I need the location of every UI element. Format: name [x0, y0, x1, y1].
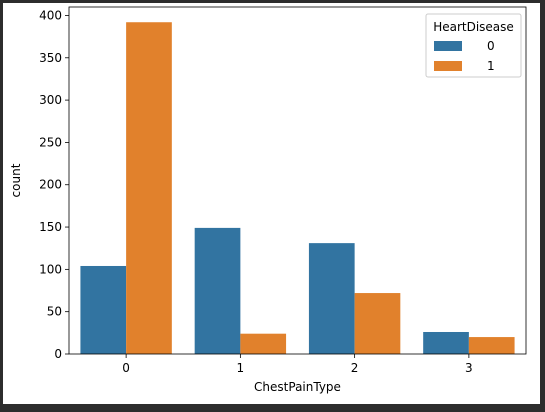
legend-title: HeartDisease [433, 20, 514, 34]
bar-0-series-1 [126, 22, 172, 355]
x-tick-label: 2 [351, 361, 359, 375]
x-tick-label: 3 [465, 361, 473, 375]
y-tick-label: 50 [47, 305, 62, 319]
y-tick-label: 350 [39, 51, 62, 65]
y-tick-label: 100 [39, 262, 62, 276]
x-tick-label: 1 [237, 361, 245, 375]
bar-1-series-0 [194, 227, 241, 354]
x-axis-label: ChestPainType [254, 380, 341, 394]
legend-items: 01 [434, 39, 495, 73]
y-tick-label: 150 [39, 220, 62, 234]
legend-swatch-0 [434, 41, 462, 51]
x-tick-label: 0 [122, 361, 130, 375]
bar-2-series-1 [354, 293, 401, 354]
y-tick-label: 0 [54, 347, 62, 361]
y-tick-label: 200 [39, 178, 62, 192]
bar-0-series-0 [80, 265, 127, 354]
legend: HeartDisease 01 [425, 13, 522, 78]
x-axis: 0 1 2 3 [122, 354, 473, 375]
bar-2-series-0 [308, 243, 355, 354]
y-tick-label: 300 [39, 93, 62, 107]
y-axis-label: count [9, 163, 23, 197]
bar-3-series-0 [423, 331, 469, 354]
plot-frame [68, 6, 527, 355]
bars-group [80, 22, 515, 355]
legend-swatch-1 [434, 61, 462, 71]
legend-label-0: 0 [487, 39, 495, 53]
bar-1-series-1 [240, 333, 287, 354]
y-tick-label: 400 [39, 8, 62, 22]
legend-label-1: 1 [487, 59, 495, 73]
y-tick-label: 250 [39, 135, 62, 149]
y-axis: 0 50 100 150 200 250 300 350 400 [39, 8, 69, 361]
bar-3-series-1 [468, 337, 515, 354]
